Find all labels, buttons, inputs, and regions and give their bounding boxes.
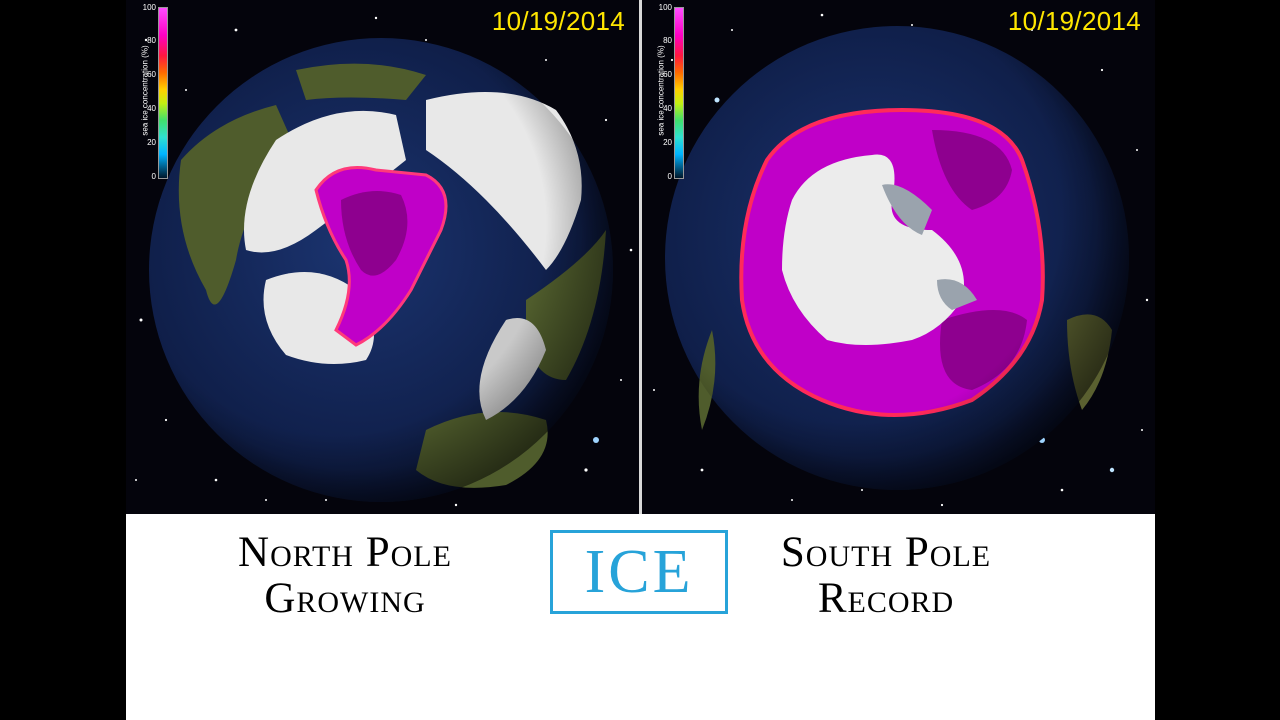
colorbar-tick: 20 (147, 138, 156, 147)
caption-line: North Pole (238, 529, 452, 576)
colorbar-tick: 60 (147, 70, 156, 79)
video-frame: 100 80 60 40 20 0 sea ice concentration … (126, 0, 1155, 720)
colorbar-label: sea ice concentration (%) (656, 45, 666, 136)
colorbar-gradient (158, 7, 168, 179)
north-pole-globe-image (135, 16, 633, 507)
colorbar-label: sea ice concentration (%) (140, 45, 150, 136)
colorbar-tick: 0 (667, 172, 672, 181)
ice-title: ICE (584, 537, 694, 606)
north-pole-panel: 100 80 60 40 20 0 sea ice concentration … (126, 0, 639, 514)
south-pole-globe-image (653, 13, 1149, 507)
panel-divider (639, 0, 642, 514)
south-pole-caption: South Pole Record (726, 530, 1046, 622)
ice-title-box: ICE (550, 530, 728, 614)
colorbar-legend: 100 80 60 40 20 0 sea ice concentration … (646, 4, 686, 182)
south-pole-panel: 100 80 60 40 20 0 sea ice concentration … (642, 0, 1155, 514)
date-label: 10/19/2014 (1007, 6, 1141, 36)
caption-line: South Pole (780, 529, 992, 576)
globe-shading (149, 38, 613, 502)
colorbar-tick: 20 (663, 138, 672, 147)
north-pole-caption: North Pole Growing (190, 530, 500, 622)
colorbar-tick: 80 (663, 36, 672, 45)
colorbar-tick: 40 (663, 104, 672, 113)
colorbar-ticks: 100 80 60 40 20 0 (142, 3, 158, 182)
colorbar-legend: 100 80 60 40 20 0 sea ice concentration … (130, 4, 170, 182)
caption-line: Growing (264, 575, 426, 622)
colorbar-tick: 100 (142, 3, 156, 12)
colorbar-tick: 100 (658, 3, 672, 12)
colorbar-tick: 0 (151, 172, 156, 181)
colorbar-tick: 80 (147, 36, 156, 45)
colorbar-tick: 40 (147, 104, 156, 113)
caption-line: Record (817, 575, 955, 622)
colorbar-gradient (674, 7, 684, 179)
globe-shading (665, 26, 1129, 490)
colorbar-tick: 60 (663, 70, 672, 79)
date-label: 10/19/2014 (491, 6, 625, 36)
colorbar-ticks: 100 80 60 40 20 0 (658, 3, 674, 182)
